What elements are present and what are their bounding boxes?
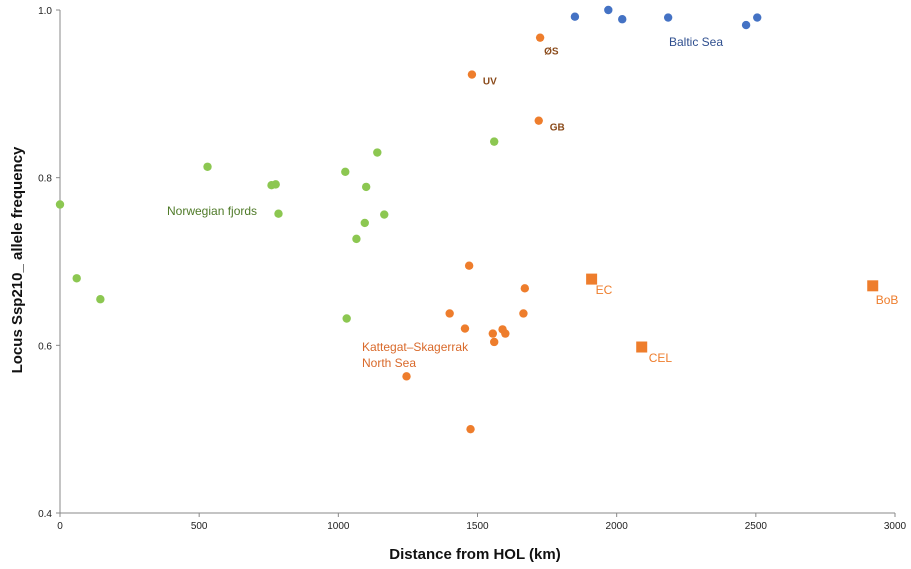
axes	[59, 10, 895, 514]
y-tick-label: 0.8	[38, 174, 52, 185]
data-points	[55, 5, 879, 434]
y-tick-labels: 0.4 0.6 0.8 1.0	[38, 6, 60, 520]
x-tick-labels: 0 500 1000 1500 2000 2500 3000	[57, 513, 907, 532]
x-tick-label: 500	[191, 521, 208, 532]
point-label: BoB	[876, 293, 899, 307]
y-tick-label: 0.4	[38, 509, 52, 520]
data-point	[490, 137, 499, 146]
data-point-square	[586, 273, 598, 285]
data-point	[519, 309, 528, 318]
data-point	[488, 329, 498, 338]
data-point	[460, 324, 470, 333]
y-tick-label: 1.0	[38, 6, 52, 17]
data-point	[55, 200, 65, 209]
point-label: GB	[550, 123, 565, 134]
data-point	[203, 162, 212, 171]
data-point	[402, 372, 411, 381]
point-label: UV	[483, 77, 497, 88]
data-point	[570, 12, 580, 21]
x-tick-label: 2500	[745, 521, 768, 532]
y-tick-label: 0.6	[38, 341, 52, 352]
data-point	[361, 182, 371, 192]
data-point	[466, 424, 475, 434]
data-point	[464, 261, 474, 270]
x-tick-label: 1000	[327, 521, 350, 532]
data-point	[490, 337, 499, 347]
data-point	[274, 209, 283, 218]
x-tick-label: 2000	[606, 521, 629, 532]
x-tick-label: 0	[57, 521, 63, 532]
data-point-square	[867, 280, 879, 292]
x-axis-title: Distance from HOL (km)	[389, 546, 560, 563]
group-label-north-sea: North Sea	[362, 356, 416, 370]
point-labels: UV GB ØS EC CEL BoB	[483, 47, 898, 365]
data-point	[342, 314, 351, 323]
data-point	[501, 329, 510, 338]
data-point	[373, 148, 382, 157]
data-point	[663, 13, 673, 22]
data-point	[753, 13, 762, 22]
data-point	[380, 210, 389, 219]
data-point	[520, 284, 530, 293]
data-point	[741, 20, 751, 30]
data-point	[445, 309, 454, 318]
data-point	[271, 180, 280, 189]
point-label: CEL	[649, 351, 673, 365]
data-point	[535, 33, 545, 42]
data-point-square	[636, 341, 648, 353]
point-label: EC	[596, 283, 613, 297]
data-point	[604, 5, 613, 15]
x-tick-label: 3000	[884, 521, 907, 532]
data-point	[618, 15, 627, 24]
x-tick-label: 1500	[466, 521, 489, 532]
group-label-kattegat-skagerrak: Kattegat–Skagerrak	[362, 340, 469, 354]
point-label: ØS	[544, 47, 559, 58]
data-point	[341, 167, 350, 176]
group-label-baltic-sea: Baltic Sea	[669, 35, 723, 49]
data-point	[360, 218, 369, 228]
data-point	[72, 274, 81, 283]
data-point	[352, 234, 361, 244]
data-point	[96, 295, 105, 304]
group-label-norwegian-fjords: Norwegian fjords	[167, 204, 257, 218]
y-axis-title: Locus Ssp210_ allele frequency	[9, 146, 26, 373]
data-point	[467, 70, 477, 79]
data-point	[534, 116, 543, 125]
